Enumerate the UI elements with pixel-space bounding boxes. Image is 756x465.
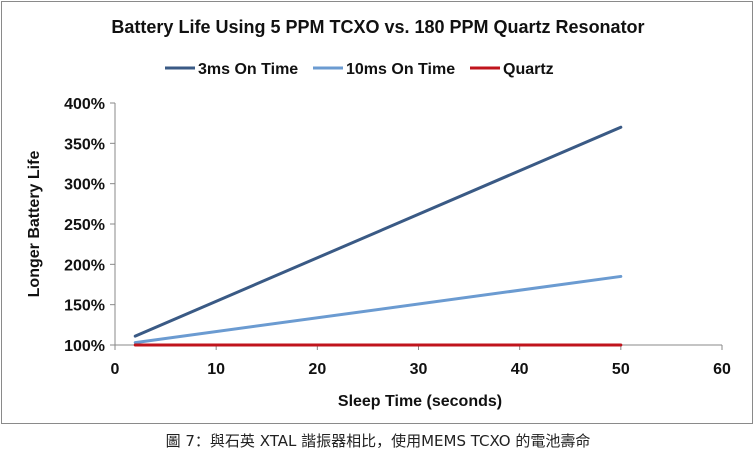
series-lines bbox=[133, 125, 623, 347]
y-tick-label: 150% bbox=[64, 298, 105, 315]
y-tick-label: 400% bbox=[64, 96, 105, 113]
x-tick-label: 50 bbox=[612, 361, 630, 378]
x-tick-label: 40 bbox=[511, 361, 529, 378]
legend: 3ms On Time 10ms On Time Quartz bbox=[165, 61, 554, 78]
y-tick-label: 100% bbox=[64, 338, 105, 355]
y-tick-label: 300% bbox=[64, 177, 105, 194]
x-tick-label: 60 bbox=[713, 361, 731, 378]
series-line-3ms-on-time bbox=[133, 125, 623, 338]
figure-caption: 圖 7：與石英 XTAL 諧振器相比，使用MEMS TCXO 的電池壽命 bbox=[165, 432, 591, 450]
line-chart: Battery Life Using 5 PPM TCXO vs. 180 PP… bbox=[26, 17, 731, 410]
x-tick-label: 0 bbox=[111, 361, 120, 378]
series-line-10ms-on-time bbox=[133, 274, 623, 345]
y-tick-label: 200% bbox=[64, 257, 105, 274]
x-axis-label: Sleep Time (seconds) bbox=[338, 393, 502, 410]
legend-label: Quartz bbox=[503, 61, 554, 78]
x-tick-label: 10 bbox=[207, 361, 225, 378]
y-axis-label: Longer Battery Life bbox=[26, 151, 43, 298]
x-tick-label: 30 bbox=[410, 361, 428, 378]
axes: 0 10 20 30 40 50 60 100% 150% 200% 250% 300% 350% 400… bbox=[64, 96, 731, 378]
x-tick-label: 20 bbox=[308, 361, 326, 378]
y-tick-label: 250% bbox=[64, 217, 105, 234]
chart-title: Battery Life Using 5 PPM TCXO vs. 180 PP… bbox=[111, 17, 644, 37]
legend-label: 10ms On Time bbox=[346, 61, 455, 78]
legend-label: 3ms On Time bbox=[198, 61, 298, 78]
chart-frame bbox=[1, 1, 753, 424]
y-tick-label: 350% bbox=[64, 136, 105, 153]
